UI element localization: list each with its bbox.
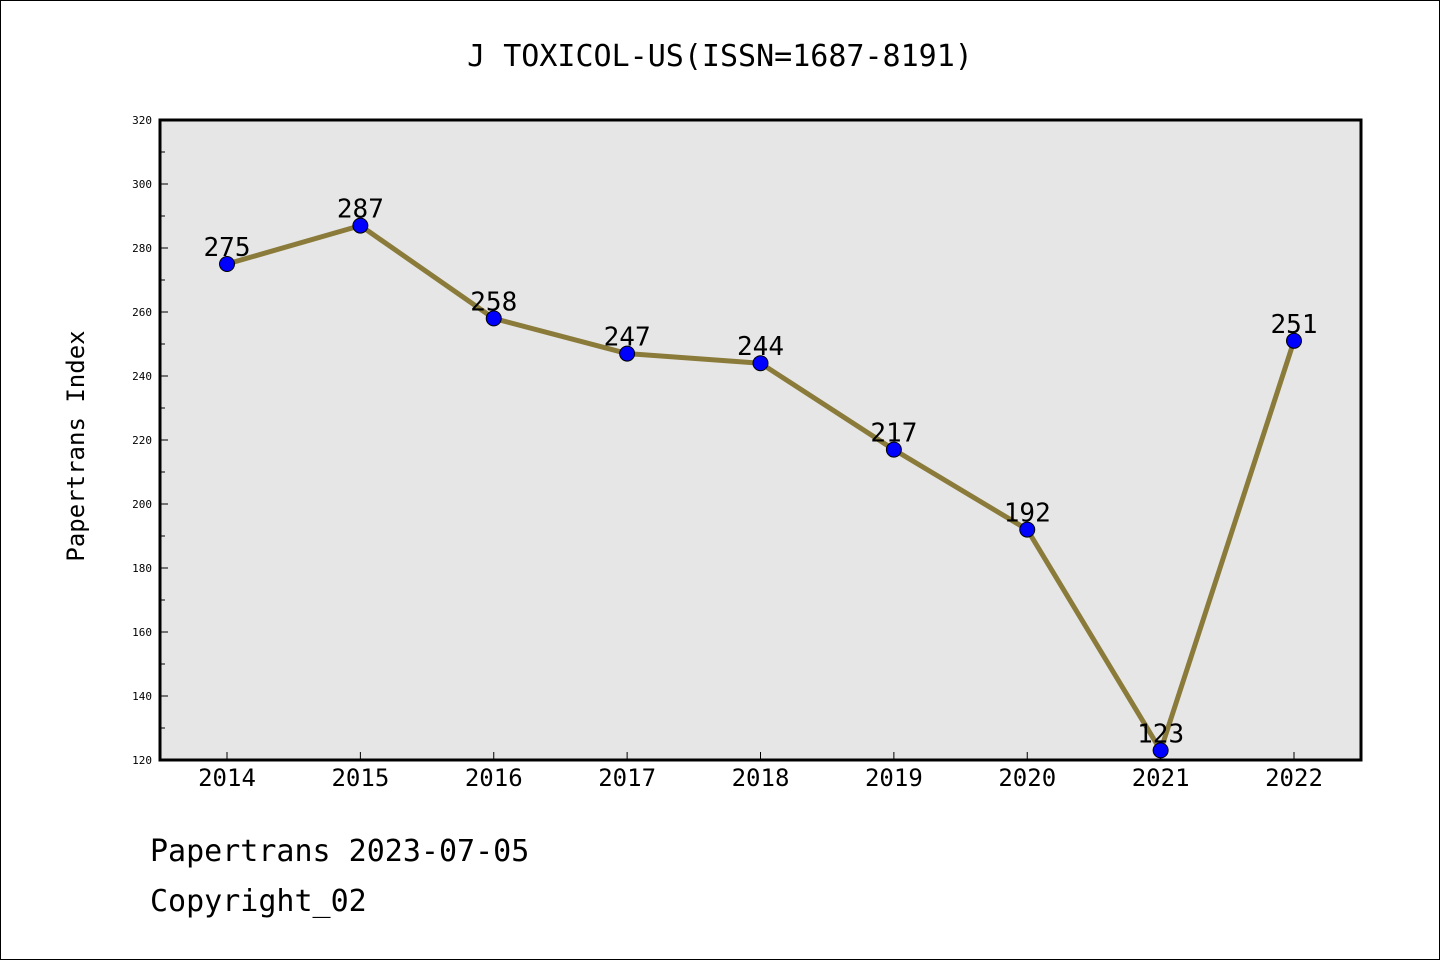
y-tick-label: 280 <box>132 242 152 255</box>
data-point-marker <box>219 256 235 272</box>
x-tick-label: 2021 <box>1132 764 1190 792</box>
footer-copyright-text: Copyright_02 <box>150 884 367 919</box>
data-point-marker <box>1019 521 1036 538</box>
data-label: 192 <box>1004 499 1051 529</box>
y-tick-label: 180 <box>132 562 152 575</box>
y-tick-label: 320 <box>132 114 152 127</box>
footer-date-text: Papertrans 2023-07-05 <box>150 834 530 869</box>
x-tick-label: 2018 <box>732 764 790 792</box>
chart-title: J TOXICOL-US(ISSN=1687-8191) <box>467 39 973 74</box>
y-tick-label: 240 <box>132 370 152 383</box>
plot-border <box>158 118 1363 762</box>
data-label: 258 <box>470 287 517 317</box>
data-label: 217 <box>870 419 917 449</box>
data-label: 275 <box>204 233 251 263</box>
data-point-marker <box>752 355 769 372</box>
data-label: 244 <box>737 332 784 362</box>
x-tick-label: 2019 <box>865 764 923 792</box>
y-tick-label: 120 <box>132 754 152 767</box>
x-tick-label: 2016 <box>465 764 523 792</box>
data-label: 247 <box>604 323 651 353</box>
y-axis-label: Papertrans Index <box>62 330 90 561</box>
data-point-marker <box>1286 332 1302 349</box>
y-tick-label: 300 <box>132 178 152 191</box>
y-tick-label: 220 <box>132 434 152 447</box>
x-tick-label: 2015 <box>331 764 389 792</box>
x-axis-ticks: 2014 2015 2016 2017 2018 2019 2020 2021 2022 <box>198 752 1323 792</box>
x-tick-label: 2014 <box>198 764 256 792</box>
data-label: 287 <box>337 195 384 225</box>
y-tick-label: 140 <box>132 690 152 703</box>
data-point-marker <box>619 345 636 362</box>
y-tick-label: 200 <box>132 498 152 511</box>
data-point-marker <box>1152 742 1169 759</box>
data-point-marker <box>885 441 902 458</box>
series-group: 275 287 258 247 244 217 192 123 251 <box>204 195 1318 759</box>
data-point-marker <box>485 310 502 327</box>
data-label: 123 <box>1137 719 1184 749</box>
y-tick-label: 160 <box>132 626 152 639</box>
x-tick-label: 2017 <box>598 764 656 792</box>
data-point-marker <box>352 217 369 234</box>
data-label: 251 <box>1271 310 1318 340</box>
x-tick-label: 2022 <box>1265 764 1323 792</box>
x-tick-label: 2020 <box>998 764 1056 792</box>
y-tick-label: 260 <box>132 306 152 319</box>
